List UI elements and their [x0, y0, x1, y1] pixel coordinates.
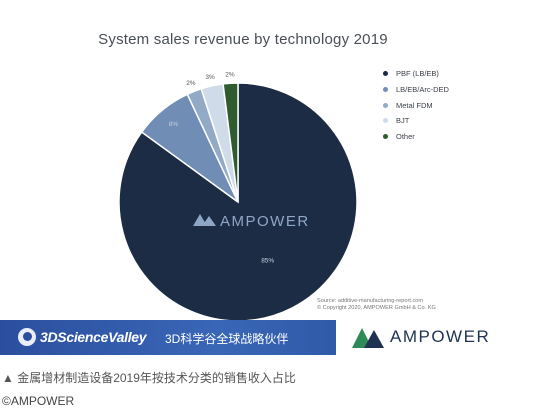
- slice-labels: 85% 8% 2% 3% 2%: [169, 71, 275, 264]
- chart-watermark: AMPOWER: [193, 213, 310, 230]
- pie-slices: [118, 82, 358, 320]
- banner-partner-text: 3D科学谷全球战略伙伴: [165, 332, 289, 346]
- pie-chart: 85% 8% 2% 3% 2% AMPOWER: [118, 71, 358, 320]
- ampower-logo: AMPOWER: [352, 326, 490, 348]
- figure-caption: ▲ 金属增材制造设备2019年按技术分类的销售收入占比: [2, 371, 296, 385]
- chart-figure: 85% 8% 2% 3% 2% AMPOWER System sales revenue…: [98, 31, 449, 320]
- slice-value-label: 3%: [205, 74, 215, 81]
- ampower-logo-icon: [352, 328, 384, 348]
- legend-item: BJT: [383, 113, 449, 129]
- legend-item: Other: [383, 129, 449, 145]
- pie-slice-other: [222, 82, 239, 203]
- sciencevalley-logo-text: 3DScienceValley: [40, 329, 147, 345]
- legend-swatch: [383, 134, 388, 140]
- watermark-text: AMPOWER: [220, 213, 310, 230]
- slice-value-label: 85%: [261, 257, 274, 264]
- partner-banner: 3DScienceValley 3D科学谷全球战略伙伴 AMPOWER: [0, 320, 542, 355]
- legend-swatch: [383, 71, 388, 77]
- legend-label: LB/EB/Arc-DED: [396, 85, 449, 95]
- figure-credit: ©AMPOWER: [2, 394, 75, 408]
- legend-item: PBF (LB/EB): [383, 66, 449, 82]
- copyright-line: © Copyright 2020, AMPOWER GmbH & Co. KG: [317, 305, 436, 311]
- legend-label: PBF (LB/EB): [396, 69, 439, 79]
- chart-title: System sales revenue by technology 2019: [98, 31, 388, 48]
- legend-item: LB/EB/Arc-DED: [383, 82, 449, 98]
- ampower-logo-text: AMPOWER: [390, 327, 491, 346]
- pie-slice-pbf-lb-eb: [118, 82, 358, 320]
- legend-label: Metal FDM: [396, 100, 433, 110]
- slice-value-label: 8%: [169, 121, 179, 128]
- legend-swatch: [383, 102, 388, 108]
- sciencevalley-logo-icon: [18, 328, 36, 346]
- legend-swatch: [383, 87, 388, 93]
- ampower-mark-icon: [193, 214, 216, 226]
- legend-label: BJT: [396, 116, 410, 126]
- chart-legend: PBF (LB/EB) LB/EB/Arc-DED Metal FDM BJT Othe…: [383, 66, 449, 144]
- slice-value-label: 2%: [225, 71, 235, 78]
- source-line: Source: additive-manufacturing-report.co…: [317, 298, 424, 304]
- legend-item: Metal FDM: [383, 97, 449, 113]
- legend-swatch: [383, 118, 388, 124]
- source-note: Source: additive-manufacturing-report.co…: [317, 298, 436, 312]
- slice-value-label: 2%: [186, 80, 196, 87]
- sciencevalley-logo: 3DScienceValley: [18, 328, 147, 346]
- legend-label: Other: [396, 132, 415, 142]
